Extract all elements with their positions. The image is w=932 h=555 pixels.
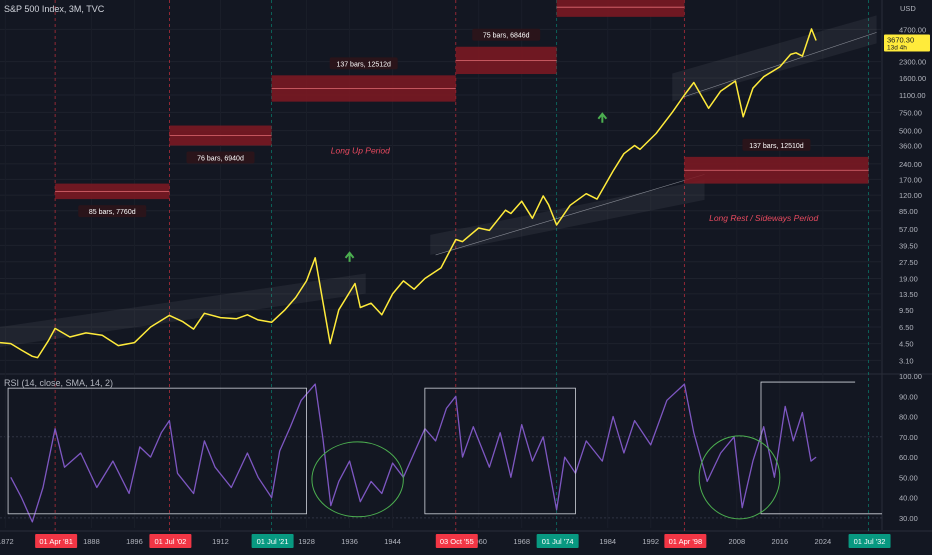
time-axis-tick: 2016 [771,537,788,546]
price-axis-tick: 360.00 [899,142,922,151]
price-axis-tick: 27.50 [899,258,918,267]
time-axis-tick: 1992 [642,537,659,546]
bar-countdown: 13d 4h [887,45,907,52]
price-axis-tick: 6.50 [899,323,914,332]
price-axis-tick: 240.00 [899,160,922,169]
time-axis-tick: 1984 [599,537,616,546]
rsi-bottom-oval [311,441,404,518]
annotation-text: Long Up Period [331,146,390,156]
rsi-line [10,383,817,523]
price-series [0,28,817,359]
rsi-axis-tick: 90.00 [899,392,918,401]
price-axis-tick: 57.00 [899,225,918,234]
event-date-label: 01 Jul '02 [154,537,186,546]
annotations: Long Up Period Long Rest / Sideways Perio… [331,112,819,262]
price-axis-tick: 500.00 [899,127,922,136]
event-date-label: 03 Oct '55 [440,537,474,546]
range-label: 85 bars, 7760d [89,209,136,216]
channel-middle [430,179,705,255]
axes: USD 4700.00 2300.00 1600.00 1100.00 750.00 500… [0,4,930,548]
range-boxes[interactable]: 85 bars, 7760d 76 bars, 6940d 137 bars, 12… [55,0,869,218]
trendline [435,174,705,256]
rsi-regime-box [424,387,576,515]
price-axis-tick: 85.00 [899,207,918,216]
range-label: 137 bars, 12512d [336,61,391,68]
rsi-bottom-oval [698,435,781,520]
price-axis-tick: 4700.00 [899,25,926,34]
time-axis-tick: 1896 [126,537,143,546]
range-box [556,0,685,17]
time-axis-tick: 1960 [470,537,487,546]
range-label-bg [186,151,255,164]
event-date-badge [35,534,78,548]
time-axis-tick: 1968 [513,537,530,546]
price-axis-tick: 19.00 [899,274,918,283]
rsi-regime-box [7,387,307,515]
annotation-text: Long Rest / Sideways Period [709,213,818,223]
event-date-label: 01 Jul '74 [542,537,574,546]
time-axis-tick: 2024 [814,537,831,546]
price-axis-tick: 13.50 [899,290,918,299]
rsi-axis-tick: 70.00 [899,433,918,442]
rsi-regime-box [760,381,882,515]
price-axis-tick: 1100.00 [899,91,926,100]
up-arrow-icon [344,251,355,262]
event-date-badge [848,534,891,548]
price-axis-tick: 170.00 [899,175,922,184]
event-date-label: 01 Jul '32 [854,537,886,546]
channel-early [0,273,366,348]
price-axis-tick: 1600.00 [899,74,926,83]
price-axis-tick: 39.50 [899,241,918,250]
event-date-badge [251,534,294,548]
range-label: 137 bars, 12510d [749,143,804,150]
last-price-value: 3670.30 [887,36,914,45]
price-line [0,28,817,359]
symbol-header[interactable]: S&P 500 Index, 3M, TVC [4,4,105,14]
time-axis-tick: 1944 [384,537,401,546]
trendline [682,32,877,98]
trend-channels [0,15,877,348]
rsi-header[interactable]: RSI (14, close, SMA, 14, 2) [4,378,114,388]
range-label-bg [78,205,147,218]
event-date-label: 01 Apr '98 [669,537,703,546]
price-axis-tick: 4.50 [899,340,914,349]
rsi-pane [7,381,882,523]
rsi-axis-tick: 60.00 [899,453,918,462]
event-date-label: 01 Jul '21 [257,537,289,546]
time-axis-tick: 1936 [341,537,358,546]
last-price-badge [884,34,930,52]
event-date-badge [536,534,579,548]
time-axis-tick: 2008 [728,537,745,546]
channel-late [672,15,877,102]
time-axis-tick: 1928 [298,537,315,546]
range-label-bg [472,28,541,41]
time-axis-tick: 1872 [0,537,14,546]
range-label-bg [329,57,398,70]
range-label: 76 bars, 6940d [197,156,244,163]
rsi-axis-tick: 100.00 [899,372,922,381]
range-label-bg [742,138,811,151]
price-axis-tick: 3.10 [899,356,914,365]
price-axis-tick: 120.00 [899,191,922,200]
time-axis-tick: 1888 [83,537,100,546]
rsi-axis-tick: 30.00 [899,514,918,523]
price-axis-unit: USD [900,4,916,13]
event-lines [54,0,869,532]
rsi-axis-tick: 50.00 [899,473,918,482]
price-axis-tick: 2300.00 [899,58,926,67]
price-axis-tick: 750.00 [899,108,922,117]
grid [0,0,932,532]
range-label: 75 bars, 6846d [483,33,530,40]
event-date-label: 01 Apr '81 [39,537,73,546]
event-date-badge [149,534,192,548]
event-date-badge [664,534,707,548]
time-axis-tick: 1912 [212,537,229,546]
rsi-axis-tick: 80.00 [899,413,918,422]
up-arrow-icon [597,112,608,123]
price-axis-tick: 9.50 [899,306,914,315]
rsi-axis-tick: 40.00 [899,494,918,503]
event-date-badge [435,534,478,548]
